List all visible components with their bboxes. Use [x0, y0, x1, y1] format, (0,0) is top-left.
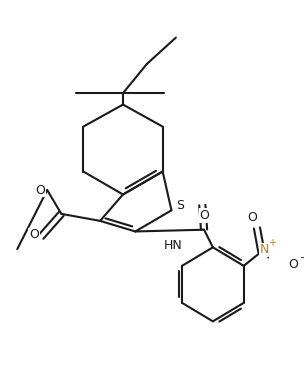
Text: O: O [288, 258, 298, 272]
Text: −: − [299, 253, 304, 263]
Text: O: O [247, 211, 257, 224]
Text: S: S [176, 199, 184, 212]
Text: N: N [259, 243, 269, 257]
Text: O: O [29, 228, 39, 242]
Text: +: + [268, 238, 276, 248]
Text: HN: HN [164, 239, 183, 252]
Text: O: O [199, 209, 209, 222]
Text: O: O [35, 184, 45, 197]
